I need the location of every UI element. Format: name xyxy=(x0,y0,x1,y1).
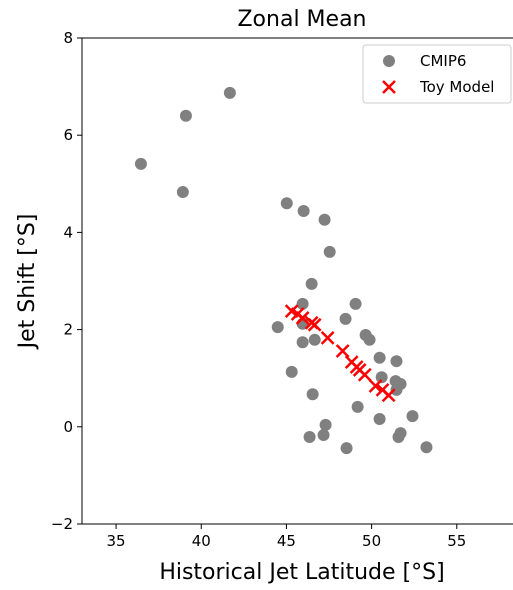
x-axis-label: Historical Jet Latitude [°S] xyxy=(159,560,444,585)
point xyxy=(392,431,405,444)
point xyxy=(318,213,331,226)
point xyxy=(306,388,319,401)
point-cross xyxy=(381,388,396,403)
x-tick-label: 45 xyxy=(277,532,296,550)
point xyxy=(420,441,433,454)
point xyxy=(382,80,396,94)
x-tick-label: 35 xyxy=(107,532,126,550)
point xyxy=(317,429,330,442)
point xyxy=(320,330,335,345)
point xyxy=(223,86,236,99)
point xyxy=(296,336,309,349)
y-tick-label: 8 xyxy=(63,29,73,47)
point xyxy=(390,383,403,396)
point-cross xyxy=(320,330,335,345)
x-tick-label: 40 xyxy=(192,532,211,550)
point xyxy=(280,197,293,210)
point xyxy=(368,379,383,393)
point xyxy=(176,186,189,199)
legend-label: Toy Model xyxy=(419,78,494,96)
y-tick-label: 4 xyxy=(63,223,73,241)
point xyxy=(308,333,321,346)
point xyxy=(295,311,310,325)
point xyxy=(303,431,316,444)
point xyxy=(297,205,310,218)
legend-label: CMIP6 xyxy=(420,52,466,70)
point xyxy=(375,371,388,384)
point xyxy=(285,365,298,378)
point-cross xyxy=(295,311,310,325)
point xyxy=(373,413,386,426)
point xyxy=(323,245,336,258)
point xyxy=(363,333,376,346)
point xyxy=(296,297,309,310)
point xyxy=(381,388,396,403)
plot-frame xyxy=(81,37,513,525)
y-axis-label: Jet Shift [°S] xyxy=(15,214,40,351)
point-cross xyxy=(357,367,372,382)
y-tick-label: 6 xyxy=(63,126,73,144)
x-tick-label: 50 xyxy=(362,532,381,550)
point xyxy=(373,351,386,364)
legend-box xyxy=(362,44,512,104)
point xyxy=(357,367,372,382)
point xyxy=(134,157,147,170)
point xyxy=(406,410,419,423)
point xyxy=(319,418,332,431)
point xyxy=(271,321,284,334)
point-cross xyxy=(307,317,322,332)
point xyxy=(339,312,352,325)
point xyxy=(390,355,403,368)
point xyxy=(179,109,192,122)
chart-title: Zonal Mean xyxy=(237,7,366,32)
x-tick-label: 55 xyxy=(447,532,466,550)
y-tick-label: 2 xyxy=(63,321,73,339)
point xyxy=(307,317,322,332)
point xyxy=(351,400,364,413)
point xyxy=(340,442,353,455)
point-cross xyxy=(382,80,396,94)
point xyxy=(305,277,318,290)
y-tick-label: −2 xyxy=(51,515,73,533)
point-cross xyxy=(368,379,383,393)
point xyxy=(383,55,395,67)
point xyxy=(335,344,350,358)
point-cross xyxy=(335,344,350,358)
point xyxy=(349,297,362,310)
y-tick-label: 0 xyxy=(63,418,73,436)
